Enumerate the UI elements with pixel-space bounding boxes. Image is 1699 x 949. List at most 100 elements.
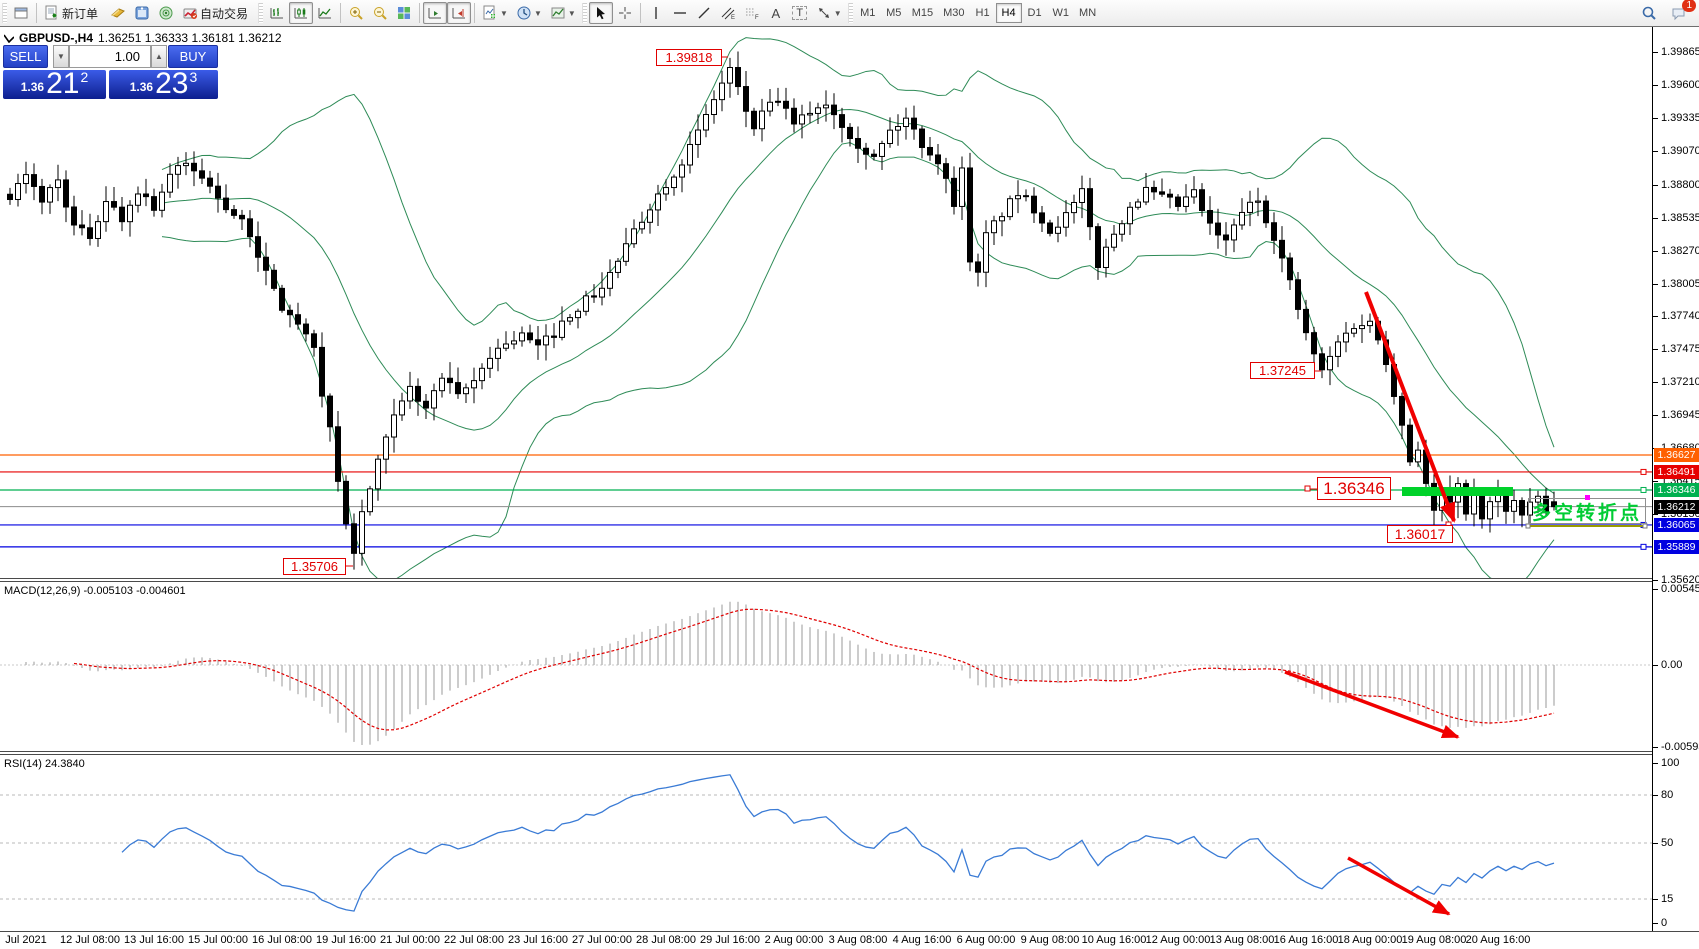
- time-axis-label: 19 Aug 08:00: [1401, 934, 1467, 946]
- axis-tick: [1653, 316, 1658, 318]
- text-tool[interactable]: A: [764, 2, 788, 24]
- time-axis-label: 21 Jul 00:00: [380, 934, 440, 946]
- buy-price-big: 23: [155, 67, 189, 100]
- price-badge: 1.35889: [1654, 539, 1699, 554]
- window-icon[interactable]: [9, 2, 33, 24]
- axis-tick: [1653, 580, 1658, 582]
- main-chart[interactable]: [0, 27, 1652, 578]
- panel-separator[interactable]: [0, 751, 1699, 752]
- trend-arrow: [1284, 670, 1460, 739]
- horizontal-line-tool[interactable]: [668, 2, 692, 24]
- text-label-tool[interactable]: T: [788, 2, 812, 24]
- timeframe-button-h4[interactable]: H4: [995, 3, 1022, 23]
- volume-decrease-button[interactable]: ▼: [53, 45, 69, 68]
- timeframe-button-m15[interactable]: M15: [911, 7, 934, 19]
- equidistant-channel-tool[interactable]: E: [716, 2, 740, 24]
- axis-tick: [1653, 217, 1658, 219]
- time-axis-label: 18 Aug 00:00: [1337, 934, 1403, 946]
- macd-panel[interactable]: [0, 582, 1652, 751]
- text-label-glyph: T: [792, 6, 808, 20]
- timeframe-button-h1[interactable]: H1: [975, 7, 990, 19]
- timeframe-button-w1[interactable]: W1: [1052, 7, 1070, 19]
- price-callout[interactable]: 1.35706: [283, 558, 346, 575]
- price-axis[interactable]: 1.39865 1.39600 1.39335 1.39070 1.38800 1.385…: [1652, 27, 1699, 931]
- autotrading-label: 自动交易: [200, 6, 249, 21]
- signal-radar-icon[interactable]: [154, 2, 178, 24]
- notifications-icon[interactable]: 1: [1667, 0, 1696, 24]
- line-chart-type-icon[interactable]: [313, 2, 337, 24]
- volume-increase-button[interactable]: ▲: [151, 45, 167, 68]
- crosshair-tool[interactable]: [613, 2, 637, 24]
- macd-signal-line: [73, 608, 1555, 731]
- arrows-tool[interactable]: ▼: [812, 2, 846, 24]
- rsi-line: [121, 774, 1555, 912]
- bar-chart-type-icon[interactable]: [265, 2, 289, 24]
- rsi-panel[interactable]: [0, 755, 1652, 931]
- sell-price-small: 1.36: [20, 80, 45, 94]
- tile-windows-icon[interactable]: [392, 2, 416, 24]
- axis-tick: [1653, 85, 1658, 86]
- sell-price-big: 21: [46, 67, 80, 100]
- sell-button-label: SELL: [9, 49, 42, 64]
- time-axis-label: 20 Aug 16:00: [1465, 934, 1531, 946]
- auto-scroll-icon[interactable]: [423, 2, 448, 24]
- vertical-line-tool[interactable]: [644, 2, 668, 24]
- timeframe-button-mn[interactable]: MN: [1079, 7, 1097, 19]
- one-click-trading-panel: SELL ▼ ▲ BUY 1.36 21 2 1.36 23 3: [3, 45, 218, 99]
- sell-price-display[interactable]: 1.36 21 2: [3, 67, 106, 100]
- panel-separator[interactable]: [0, 754, 1699, 755]
- price-callout[interactable]: 1.36346: [1317, 477, 1391, 500]
- timeframe-button-m30[interactable]: M30: [943, 7, 965, 19]
- macd-histogram: [25, 601, 1555, 745]
- templates-menu-button[interactable]: ▼: [546, 2, 580, 24]
- zoom-in-icon[interactable]: [344, 2, 368, 24]
- chart-shift-icon[interactable]: [447, 2, 472, 24]
- axis-tick-label: 50: [1661, 837, 1674, 849]
- axis-tick-label: 80: [1661, 789, 1674, 801]
- panel-separator[interactable]: [0, 581, 1699, 582]
- axis-tick-label: 100: [1661, 757, 1680, 769]
- volume-input[interactable]: [69, 45, 151, 68]
- terminal-icon[interactable]: [130, 2, 154, 24]
- axis-tick: [1653, 150, 1658, 152]
- buy-price-display[interactable]: 1.36 23 3: [109, 67, 218, 100]
- time-axis[interactable]: Jul 2021 12 Jul 08:00 13 Jul 16:00 15 Jul 0…: [0, 932, 1699, 949]
- sell-button[interactable]: SELL: [3, 45, 48, 68]
- timeframes-menu-button[interactable]: ▼: [512, 2, 546, 24]
- axis-tick: [1653, 184, 1658, 186]
- time-axis-label: 16 Jul 08:00: [252, 934, 312, 946]
- search-icon[interactable]: [1637, 2, 1661, 24]
- axis-tick-label: 1.36945: [1661, 409, 1699, 422]
- axis-tick: [1653, 117, 1658, 119]
- annotation-text-box[interactable]: 多空转折点: [1528, 498, 1646, 524]
- axis-tick: [1653, 514, 1658, 516]
- timeframe-button-m1[interactable]: M1: [860, 7, 876, 19]
- macd-label: MACD(12,26,9) -0.005103 -0.004601: [4, 585, 186, 597]
- panel-separator[interactable]: [0, 578, 1699, 579]
- price-badge: 1.36065: [1654, 517, 1699, 532]
- timeframe-button-d1[interactable]: D1: [1027, 7, 1042, 19]
- axis-tick-label: 1.38800: [1661, 178, 1699, 191]
- new-order-button[interactable]: 新订单: [40, 2, 106, 24]
- axis-tick: [1653, 589, 1658, 590]
- price-callout[interactable]: 1.36017: [1387, 525, 1453, 543]
- price-callout[interactable]: 1.39818: [656, 49, 722, 66]
- buy-price-sup: 3: [189, 69, 198, 85]
- fibonacci-tool[interactable]: F: [740, 2, 764, 24]
- autotrading-button[interactable]: 自动交易: [178, 2, 256, 24]
- candlestick-chart-type-icon[interactable]: [289, 2, 314, 24]
- annotation-handle[interactable]: [1585, 495, 1590, 500]
- toolbar-grip[interactable]: [2, 3, 7, 23]
- timeframe-button-m5[interactable]: M5: [886, 7, 902, 19]
- axis-tick-label: 1.37210: [1661, 376, 1699, 389]
- axis-tick: [1653, 415, 1658, 417]
- axis-tick-label: 0.00: [1661, 659, 1683, 671]
- zoom-out-icon[interactable]: [368, 2, 392, 24]
- price-callout[interactable]: 1.37245: [1250, 362, 1315, 379]
- funnel-icon[interactable]: [106, 2, 130, 24]
- trendline-tool[interactable]: [692, 2, 716, 24]
- cursor-tool[interactable]: [588, 2, 613, 24]
- buy-button[interactable]: BUY: [168, 45, 218, 68]
- indicators-menu-button[interactable]: ▼: [478, 2, 512, 24]
- highlight-green-bar: [1402, 487, 1513, 496]
